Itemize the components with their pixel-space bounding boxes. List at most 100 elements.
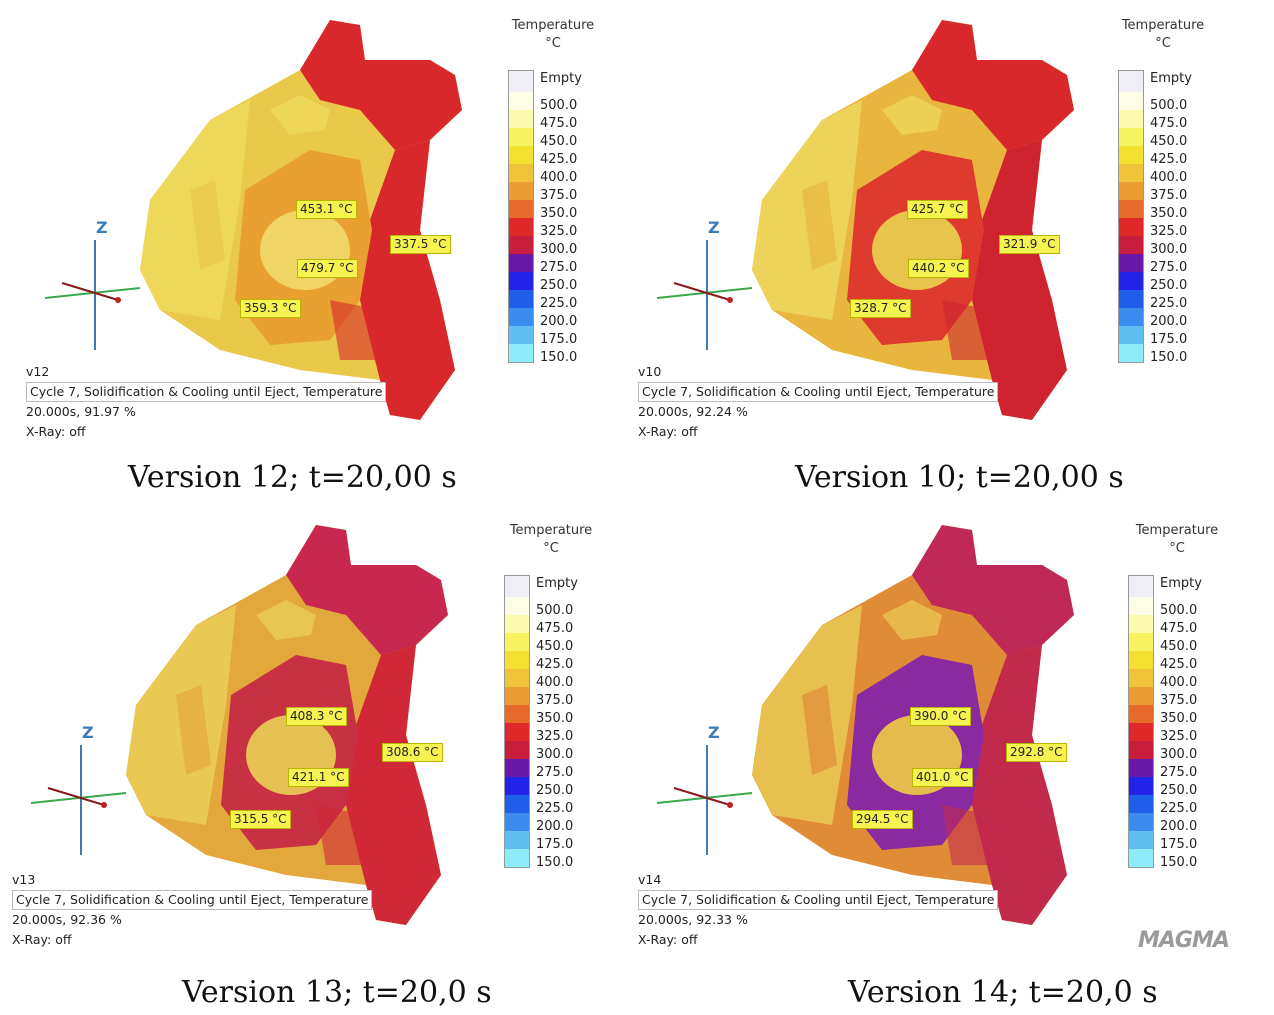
part-region [300,20,462,150]
legend-tick-label: 325.0 [1160,729,1198,744]
legend-title-text: Temperature [511,18,595,33]
legend-tick-label: 175.0 [536,837,574,852]
legend-swatch [504,575,530,598]
legend-tick-label: 325.0 [540,224,578,239]
legend-swatch [504,633,530,651]
xray-status: X-Ray: off [26,424,86,439]
legend-empty-label: Empty [1150,71,1192,86]
legend-tick-label: 400.0 [536,675,574,690]
legend-swatch [504,615,530,633]
legend-tick-label: 400.0 [540,170,578,185]
axis-triad-line [727,297,733,303]
legend-tick-label: 400.0 [1150,170,1188,185]
axis-triad-line [673,282,731,301]
legend-tick-label: 375.0 [540,188,578,203]
panel-caption: Version 13; t=20,0 s [182,975,492,1010]
panel-caption: Version 14; t=20,0 s [848,975,1158,1010]
legend-tick-label: 175.0 [1160,837,1198,852]
magma-logo: MAGMA [1138,928,1230,953]
legend-tick-label: 275.0 [1160,765,1198,780]
legend-title-text: Temperature [509,523,593,538]
legend-swatch [504,831,530,849]
legend-tick-label: 275.0 [536,765,574,780]
legend-tick-label: 475.0 [540,116,578,131]
part-region [176,685,211,775]
legend-swatch [1128,687,1154,705]
simulation-panel-v10: Z 425.7 °C 440.2 °C 328.7 °C 321.9 °C Tempera… [612,0,1249,507]
temperature-probe-label: 294.5 °C [852,810,913,829]
legend-unit-text: °C [543,541,559,556]
legend-tick-label: 450.0 [536,639,574,654]
legend-swatch [1118,92,1144,110]
legend-tick-label: 200.0 [1150,314,1188,329]
legend-swatch [504,705,530,723]
legend-tick-label: 150.0 [1160,855,1198,870]
legend-swatch [504,687,530,705]
legend-tick-label: 300.0 [1160,747,1198,762]
xray-status: X-Ray: off [12,932,72,947]
legend-tick-label: 500.0 [1150,98,1188,113]
legend-swatch [1128,741,1154,759]
legend-swatch [504,849,530,868]
legend-swatch [508,218,534,236]
legend-swatch [508,308,534,326]
legend-title-text: Temperature [1121,18,1205,33]
legend-tick-label: 475.0 [1160,621,1198,636]
legend-swatch [1128,597,1154,615]
legend-swatch [508,236,534,254]
legend-swatch [1128,795,1154,813]
legend-tick-label: 250.0 [1160,783,1198,798]
part-region [882,600,942,640]
legend-swatch [1118,182,1144,200]
legend-swatch [508,110,534,128]
legend-tick-label: 350.0 [1160,711,1198,726]
result-description: Cycle 7, Solidification & Cooling until … [12,890,373,910]
legend-swatch [504,759,530,777]
legend-swatch [508,128,534,146]
result-description: Cycle 7, Solidification & Cooling until … [26,382,387,402]
legend-swatch [1118,344,1144,363]
legend-tick-label: 350.0 [540,206,578,221]
legend-swatch [508,146,534,164]
legend-tick-label: 350.0 [1150,206,1188,221]
temperature-probe-label: 401.0 °C [912,768,973,787]
legend-swatch [508,290,534,308]
legend-tick-label: 450.0 [1160,639,1198,654]
time-fill-status: 20.000s, 92.33 % [638,912,748,927]
legend-swatch [1128,615,1154,633]
axis-triad-line [101,802,107,808]
legend-tick-label: 200.0 [1160,819,1198,834]
part-region [260,210,350,290]
legend-tick-label: 150.0 [1150,350,1188,365]
legend-tick-label: 200.0 [540,314,578,329]
temperature-color-legend: Empty 500.0 475.0 450.0 425.0 400.0 375.0 350.0… [504,575,594,885]
part-region [270,95,330,135]
legend-title: Temperature °C [498,17,608,53]
legend-title: Temperature °C [496,522,606,558]
temperature-probe-label: 453.1 °C [296,200,357,219]
temperature-color-legend: Empty 500.0 475.0 450.0 425.0 400.0 375.0 350.0… [1118,70,1208,380]
legend-tick-label: 325.0 [1150,224,1188,239]
legend-swatch [508,70,534,93]
legend-tick-label: 400.0 [1160,675,1198,690]
legend-tick-label: 475.0 [1150,116,1188,131]
panel-caption: Version 10; t=20,00 s [795,460,1124,495]
z-axis-label: Z [82,723,94,742]
time-fill-status: 20.000s, 92.36 % [12,912,122,927]
xray-status: X-Ray: off [638,932,698,947]
axis-triad-line [727,802,733,808]
version-label: v13 [12,872,36,887]
temperature-probe-label: 328.7 °C [850,299,911,318]
simulation-panel-v14: Z 390.0 °C 401.0 °C 294.5 °C 292.8 °C Tempera… [612,505,1249,1012]
temperature-probe-label: 308.6 °C [382,743,443,762]
legend-swatch [504,723,530,741]
simulation-info: v13 Cycle 7, Solidification & Cooling unt… [12,870,373,950]
legend-swatch [1128,705,1154,723]
legend-swatch [1118,218,1144,236]
legend-tick-label: 275.0 [1150,260,1188,275]
legend-tick-label: 200.0 [536,819,574,834]
simulation-panel-v12: Z 453.1 °C 479.7 °C 359.3 °C 337.5 °C Tempera… [0,0,637,507]
panel-caption: Version 12; t=20,00 s [128,460,457,495]
legend-swatch [508,344,534,363]
simulation-info: v14 Cycle 7, Solidification & Cooling unt… [638,870,999,950]
